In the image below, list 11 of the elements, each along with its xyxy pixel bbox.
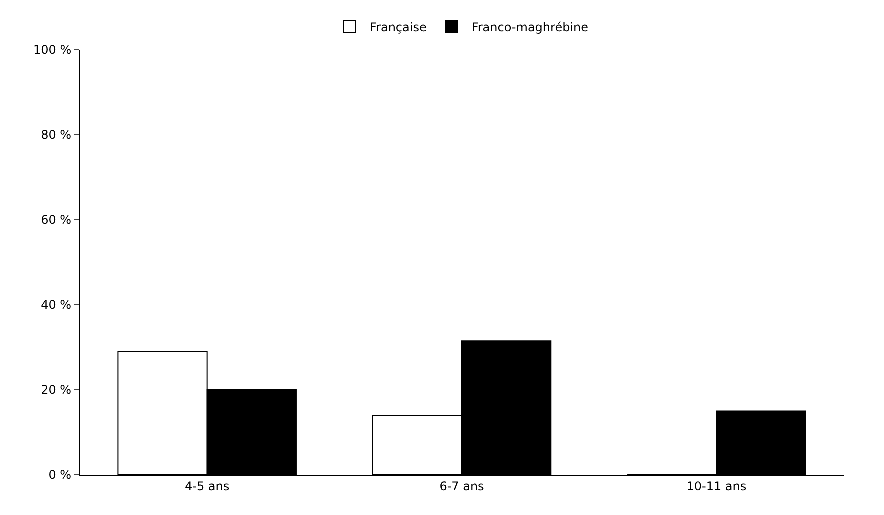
y-tick-label: 0 % xyxy=(48,468,72,482)
legend-label: Française xyxy=(370,20,427,35)
y-tick-label: 60 % xyxy=(41,213,72,228)
x-tick-label: 6-7 ans xyxy=(440,479,484,494)
y-tick-label: 100 % xyxy=(33,43,72,58)
legend-label: Franco-maghrébine xyxy=(472,20,589,35)
y-tick-label: 80 % xyxy=(41,128,72,142)
y-tick-label: 40 % xyxy=(41,298,72,312)
x-tick-label: 10-11 ans xyxy=(686,479,747,494)
y-tick-label: 20 % xyxy=(41,383,72,398)
x-tick-label: 4-5 ans xyxy=(185,479,230,494)
